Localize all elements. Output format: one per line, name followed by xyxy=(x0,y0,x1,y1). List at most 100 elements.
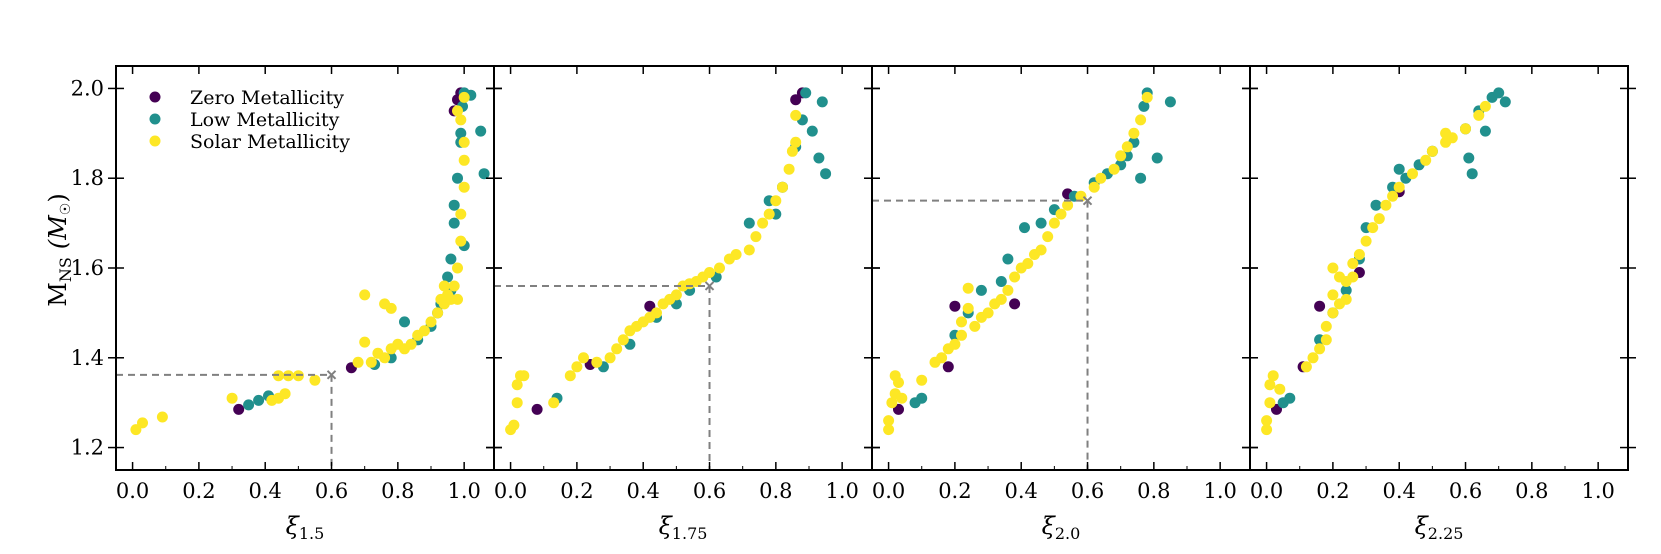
point-solar-4-31 xyxy=(1473,109,1485,121)
x-tick-label-4-4: 0.8 xyxy=(1515,479,1548,503)
point-low-2-7 xyxy=(743,217,755,229)
point-solar-4-10 xyxy=(1320,320,1332,332)
point-solar-4-27 xyxy=(1426,145,1438,157)
point-low-2-15 xyxy=(820,168,832,180)
point-solar-1-42 xyxy=(435,293,447,305)
point-solar-1-33 xyxy=(458,181,470,193)
point-solar-3-21 xyxy=(1002,284,1014,296)
point-solar-2-8 xyxy=(571,361,583,373)
point-solar-3-29 xyxy=(1055,208,1067,220)
legend-marker-zero xyxy=(149,91,161,103)
point-low-4-1 xyxy=(1284,392,1296,404)
point-low-4-20 xyxy=(1466,168,1478,180)
point-solar-1-10 xyxy=(309,374,321,386)
y-axis-label-text: MNS(M☉) xyxy=(44,193,75,306)
point-solar-3-32 xyxy=(1088,181,1100,193)
point-solar-3-26 xyxy=(1035,244,1047,256)
point-low-1-18 xyxy=(478,168,490,180)
point-solar-1-31 xyxy=(455,235,467,247)
reference-marker-2 xyxy=(704,281,715,291)
point-solar-1-30 xyxy=(452,262,463,274)
point-solar-4-0 xyxy=(1261,424,1273,436)
point-solar-4-20 xyxy=(1367,222,1379,234)
point-solar-4-11 xyxy=(1327,307,1339,319)
x-tick-label-1-3: 0.6 xyxy=(315,479,348,503)
y-tick-label-3: 1.8 xyxy=(71,166,104,190)
x-axis-label-4: ξ2.25 xyxy=(1415,512,1464,543)
point-solar-4-22 xyxy=(1380,199,1392,211)
point-solar-4-12 xyxy=(1327,289,1339,301)
point-zero-3-2 xyxy=(949,300,961,312)
point-solar-3-22 xyxy=(1009,271,1021,283)
point-low-4-17 xyxy=(1499,96,1511,108)
point-solar-2-31 xyxy=(750,231,762,243)
point-solar-4-9 xyxy=(1320,334,1332,346)
point-solar-3-5 xyxy=(893,377,904,388)
point-solar-2-2 xyxy=(511,397,523,409)
point-solar-3-15 xyxy=(962,282,974,294)
x-tick-label-1-0: 0.0 xyxy=(116,479,149,503)
point-zero-3-0 xyxy=(893,403,904,415)
point-solar-4-32 xyxy=(1479,100,1491,112)
point-low-3-19 xyxy=(1135,172,1147,184)
point-zero-2-2 xyxy=(644,300,656,312)
panel-3: 0.0 0.2 0.4 0.6 0.8 1.0 ξ2.0 xyxy=(864,65,1258,543)
x-tick-label-4-3: 0.6 xyxy=(1449,479,1482,503)
point-solar-2-7 xyxy=(564,370,576,382)
point-solar-1-12 xyxy=(359,336,371,348)
point-zero-2-0 xyxy=(531,403,543,415)
point-low-3-5 xyxy=(995,276,1007,287)
point-solar-2-35 xyxy=(777,181,788,193)
point-solar-3-2 xyxy=(886,397,898,409)
point-solar-2-32 xyxy=(757,217,769,229)
point-solar-1-41 xyxy=(438,280,450,292)
point-low-4-18 xyxy=(1479,125,1491,137)
point-low-3-8 xyxy=(1035,217,1047,229)
point-low-1-5 xyxy=(399,316,410,328)
points-panel-2 xyxy=(505,87,832,436)
point-low-4-21 xyxy=(1393,163,1405,175)
point-solar-3-38 xyxy=(1135,114,1147,126)
point-zero-3-3 xyxy=(1009,298,1021,310)
x-tick-label-3-5: 1.0 xyxy=(1203,479,1236,503)
point-solar-4-24 xyxy=(1393,181,1405,193)
point-solar-1-37 xyxy=(452,105,463,117)
point-solar-4-35 xyxy=(1327,262,1339,274)
point-solar-3-13 xyxy=(956,316,967,328)
point-solar-3-34 xyxy=(1108,163,1120,175)
point-solar-2-13 xyxy=(617,334,629,346)
point-low-1-19 xyxy=(448,199,460,211)
x-axis-label-3: ξ2.0 xyxy=(1042,512,1081,543)
panel-2: 0.0 0.2 0.4 0.6 0.8 1.0 ξ1.75 xyxy=(486,65,880,543)
point-low-4-16 xyxy=(1493,87,1505,99)
point-solar-1-16 xyxy=(379,352,391,364)
point-low-1-11 xyxy=(448,217,460,229)
point-solar-3-27 xyxy=(1042,231,1054,243)
point-solar-2-39 xyxy=(790,109,802,121)
point-solar-3-6 xyxy=(896,392,908,404)
point-solar-2-18 xyxy=(651,307,662,319)
point-solar-3-35 xyxy=(1115,150,1127,162)
point-solar-1-25 xyxy=(425,316,437,328)
legend-label-solar: Solar Metallicity xyxy=(190,131,350,153)
point-solar-4-8 xyxy=(1314,343,1326,355)
point-solar-2-34 xyxy=(770,195,782,207)
point-solar-3-16 xyxy=(969,320,981,332)
point-low-1-17 xyxy=(475,125,487,137)
reference-marker-1 xyxy=(326,370,337,380)
point-solar-1-18 xyxy=(385,302,397,314)
point-zero-1-0 xyxy=(233,403,245,415)
point-solar-4-1 xyxy=(1261,415,1273,427)
x-tick-label-3-4: 0.8 xyxy=(1137,479,1170,503)
point-solar-2-38 xyxy=(790,136,802,148)
point-solar-1-32 xyxy=(455,208,467,220)
y-axis-label: MNS(M☉) xyxy=(44,193,75,306)
point-solar-2-26 xyxy=(704,267,715,278)
legend-marker-solar xyxy=(149,135,161,147)
point-solar-1-34 xyxy=(458,154,470,166)
point-low-1-10 xyxy=(445,253,457,265)
x-tick-label-3-3: 0.6 xyxy=(1071,479,1104,503)
point-low-3-1 xyxy=(916,392,928,404)
points-panel-3 xyxy=(883,87,1176,436)
point-solar-4-26 xyxy=(1420,154,1432,166)
